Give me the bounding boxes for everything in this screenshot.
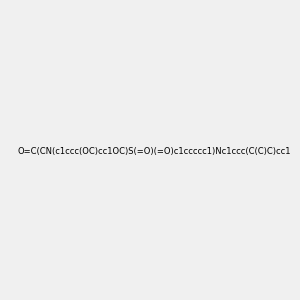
Text: O=C(CN(c1ccc(OC)cc1OC)S(=O)(=O)c1ccccc1)Nc1ccc(C(C)C)cc1: O=C(CN(c1ccc(OC)cc1OC)S(=O)(=O)c1ccccc1)… — [17, 147, 290, 156]
